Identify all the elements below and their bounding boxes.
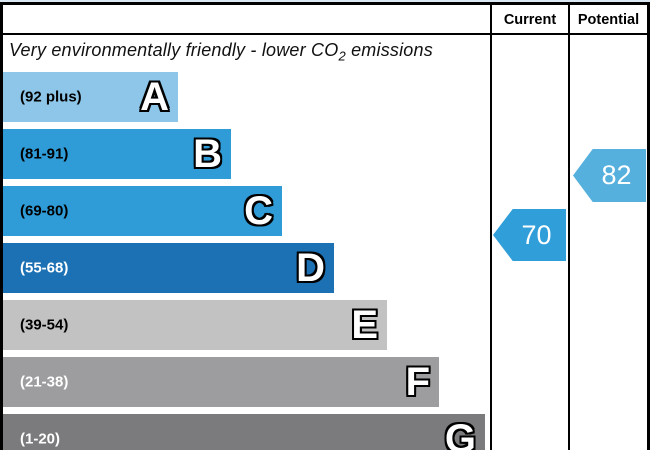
- band-b-letter: B: [192, 132, 224, 176]
- band-e-range-label: (39-54): [20, 316, 69, 334]
- potential-column-divider: [568, 5, 570, 450]
- band-g-letter: G: [443, 417, 477, 450]
- band-f-range-label: (21-38): [20, 373, 69, 391]
- chart-title-subscript: 2: [338, 48, 346, 64]
- potential-column-header: Potential: [577, 12, 640, 28]
- header-separator-line: [0, 33, 650, 35]
- band-c-range-label: (69-80): [20, 202, 69, 220]
- band-b: (81-91) B: [3, 129, 231, 179]
- band-a: (92 plus) A: [3, 72, 178, 122]
- current-column-header: Current: [503, 12, 557, 28]
- band-d-range-label: (55-68): [20, 259, 69, 277]
- current-column-divider: [490, 5, 492, 450]
- current-rating-value: 70: [521, 219, 552, 250]
- potential-rating-value: 82: [601, 160, 632, 190]
- band-e: (39-54) E: [3, 300, 387, 350]
- band-d: (55-68) D: [3, 243, 334, 293]
- band-a-range-label: (92 plus): [20, 88, 82, 106]
- band-e-letter: E: [350, 303, 380, 347]
- top-accent-strip: [0, 0, 650, 2]
- band-g-range-label: (1-20): [20, 430, 61, 448]
- chart-border-top: [0, 2, 650, 5]
- chart-title: Very environmentally friendly - lower CO…: [9, 40, 433, 64]
- chart-title-text: Very environmentally friendly - lower CO: [9, 40, 339, 60]
- band-g: (1-20) G: [3, 414, 485, 450]
- potential-rating-arrow: 82: [573, 149, 646, 202]
- current-rating-arrow: 70: [493, 209, 566, 261]
- chart-border-left: [0, 2, 3, 450]
- band-a-letter: A: [139, 75, 171, 119]
- chart-border-right: [647, 2, 650, 450]
- band-c: (69-80) C: [3, 186, 282, 236]
- band-d-letter: D: [295, 246, 327, 290]
- band-c-letter: C: [243, 189, 275, 233]
- band-f: (21-38) F: [3, 357, 439, 407]
- band-b-range-label: (81-91): [20, 145, 69, 163]
- band-f-letter: F: [404, 360, 431, 404]
- chart-title-text-end: emissions: [345, 40, 433, 60]
